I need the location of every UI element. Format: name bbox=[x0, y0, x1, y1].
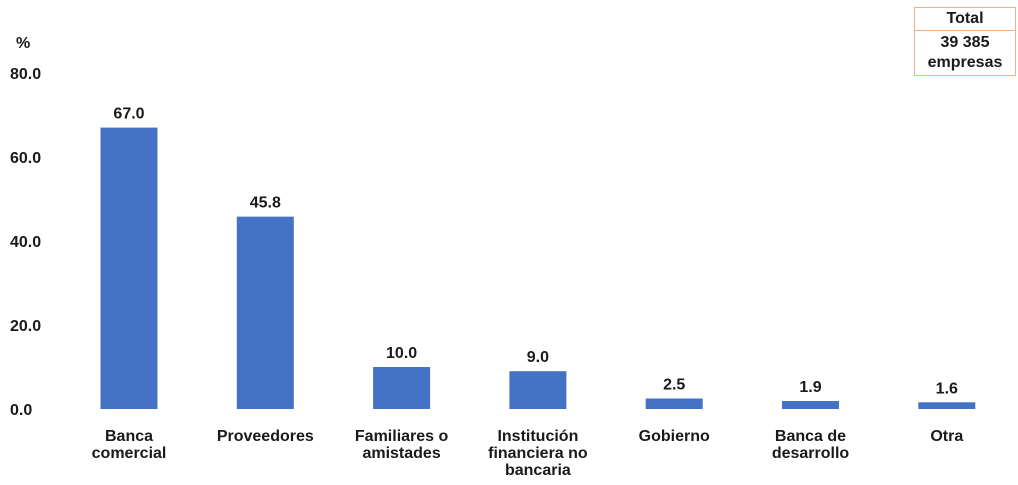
bar bbox=[645, 398, 703, 409]
category-label: Familiares o amistades bbox=[355, 428, 449, 462]
y-tick-label: 80.0 bbox=[10, 66, 41, 83]
category-label: Proveedores bbox=[217, 428, 314, 445]
data-label: 9.0 bbox=[527, 349, 549, 366]
bar bbox=[373, 367, 431, 409]
total-box-value: 39 385 bbox=[940, 34, 990, 51]
data-label: 1.9 bbox=[799, 379, 821, 396]
bar bbox=[782, 401, 839, 409]
category-label: Institución financiera no bancaria bbox=[488, 428, 588, 479]
bar bbox=[236, 216, 294, 409]
total-box-unit: empresas bbox=[927, 54, 1003, 71]
y-axis-ticks: 0.0 20.0 40.0 60.0 80.0 bbox=[10, 66, 41, 419]
bar bbox=[509, 371, 567, 409]
category-label: Gobierno bbox=[639, 428, 710, 445]
y-tick-label: 60.0 bbox=[10, 150, 41, 167]
total-box-header: Total bbox=[915, 8, 1015, 31]
category-label: Otra bbox=[930, 428, 963, 445]
data-labels: 67.0 45.8 10.0 9.0 2.5 1.9 1.6 bbox=[113, 106, 958, 398]
total-box: Total 39 385 empresas bbox=[914, 7, 1016, 76]
data-label: 2.5 bbox=[663, 377, 685, 394]
y-tick-label: 20.0 bbox=[10, 318, 41, 335]
data-label: 67.0 bbox=[113, 106, 144, 123]
bar bbox=[918, 402, 976, 409]
y-axis-unit-label: % bbox=[16, 35, 30, 52]
category-labels: Banca comercial Proveedores Familiares o ami… bbox=[92, 428, 964, 479]
y-tick-label: 0.0 bbox=[10, 402, 32, 419]
data-label: 45.8 bbox=[250, 195, 281, 212]
category-label: Banca de desarrollo bbox=[772, 428, 850, 462]
category-label: Banca comercial bbox=[92, 428, 167, 462]
bar bbox=[100, 127, 158, 409]
data-label: 10.0 bbox=[386, 345, 417, 362]
bars bbox=[100, 127, 976, 409]
y-tick-label: 40.0 bbox=[10, 234, 41, 251]
data-label: 1.6 bbox=[936, 380, 958, 397]
